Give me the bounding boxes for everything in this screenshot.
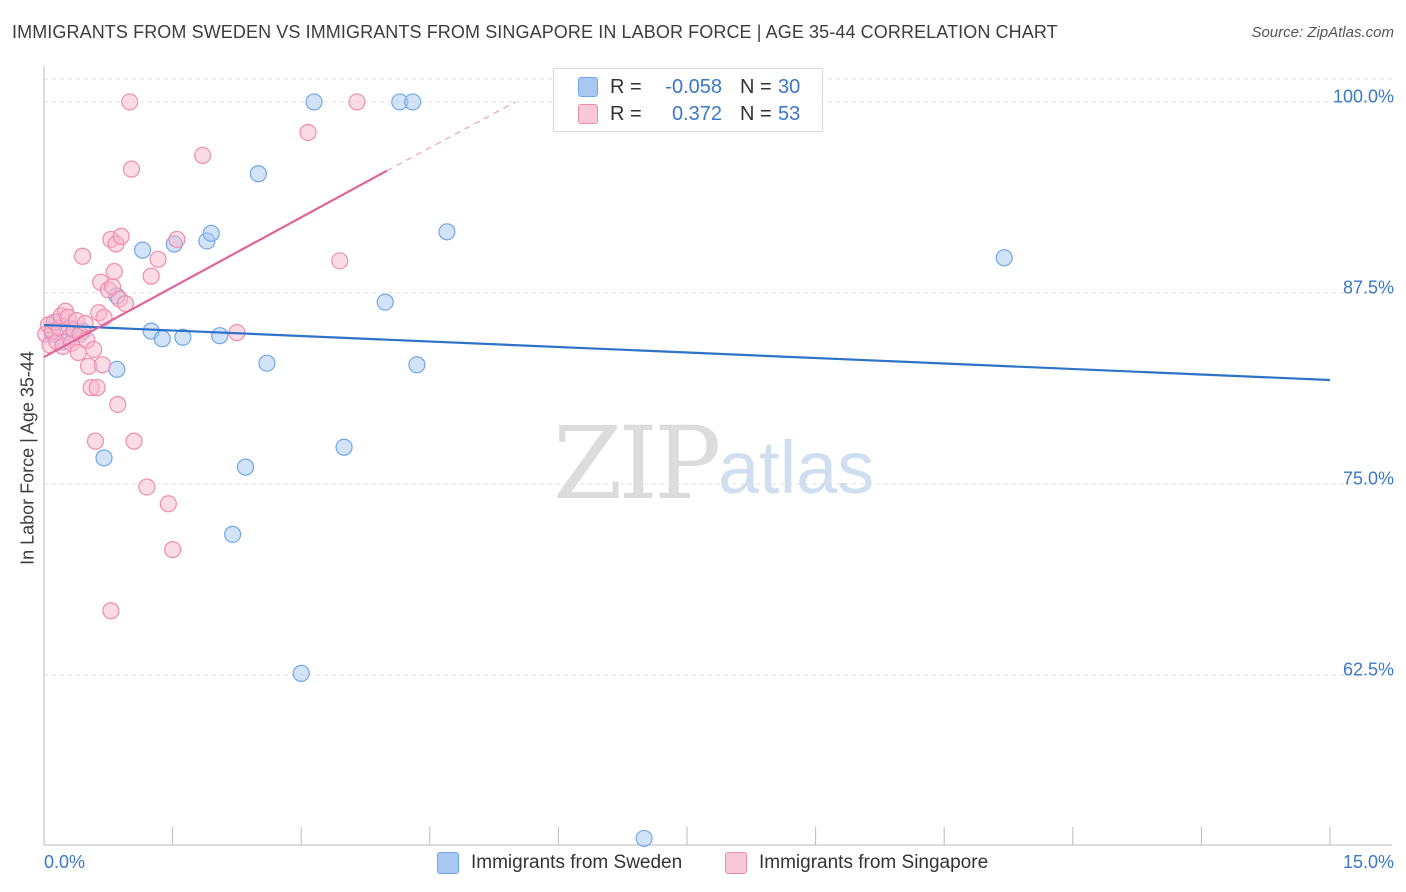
sweden-point-20 (335, 438, 353, 456)
singapore-point-27 (93, 356, 111, 374)
singapore-point-22 (85, 340, 103, 359)
r-value: -0.058 (665, 75, 722, 98)
singapore-point-18 (76, 314, 94, 333)
singapore-point-52 (102, 602, 120, 620)
sweden-point-8 (153, 330, 171, 348)
sweden-point-12 (202, 224, 220, 242)
r-value: 0.372 (671, 102, 722, 125)
y-tick-label-0: 62.5% (1342, 659, 1394, 680)
chart-title: IMMIGRANTS FROM SWEDEN VS IMMIGRANTS FRO… (12, 22, 1058, 42)
legend-swatch-sweden (437, 852, 459, 874)
sweden-point-18 (292, 664, 310, 682)
sweden-point-3 (95, 449, 113, 467)
legend-label-singapore: Immigrants from Singapore (759, 852, 989, 873)
stats-box: R = -0.058 N = 30 R = 0.372 N = 53 (553, 68, 823, 132)
singapore-point-23 (86, 432, 105, 450)
singapore-trend-line (43, 169, 388, 359)
sweden-swatch (578, 77, 598, 97)
sweden-point-17 (258, 354, 276, 372)
singapore-point-36 (112, 227, 130, 245)
singapore-point-47 (194, 146, 212, 164)
singapore-point-41 (138, 478, 156, 496)
singapore-point-46 (168, 230, 186, 249)
sweden-point-15 (236, 458, 255, 476)
watermark-atlas: atlas (718, 426, 875, 509)
sweden-trend-line (43, 323, 1331, 382)
r-label: R = (610, 75, 642, 98)
singapore-point-50 (331, 252, 349, 270)
watermark-zip: ZIP (553, 405, 721, 522)
singapore-point-38 (121, 93, 139, 111)
singapore-point-49 (299, 123, 317, 142)
x-tick-label-max: 15.0% (1342, 852, 1394, 872)
singapore-point-24 (88, 379, 106, 397)
sweden-point-14 (224, 525, 242, 543)
n-label: N = (740, 75, 772, 98)
singapore-point-28 (95, 308, 113, 326)
sweden-point-24 (408, 356, 426, 374)
sweden-point-25 (438, 223, 456, 241)
sweden-point-23 (404, 93, 422, 111)
x-tick-label-min: 0.0% (44, 852, 86, 872)
stats-row-singapore: R = 0.372 N = 53 (554, 101, 800, 127)
sweden-point-16 (249, 165, 267, 183)
singapore-swatch (578, 104, 598, 124)
sweden-point-13 (211, 327, 229, 345)
sweden-point-21 (376, 293, 394, 311)
legend-label-sweden: Immigrants from Sweden (471, 852, 683, 873)
singapore-point-51 (348, 93, 366, 111)
legend: Immigrants from Sweden Immigrants from S… (0, 852, 1406, 878)
singapore-trend-line-extension (386, 101, 516, 172)
n-value: 53 (778, 102, 801, 125)
singapore-point-17 (73, 247, 92, 265)
singapore-point-44 (159, 495, 177, 513)
r-label: R = (610, 102, 642, 125)
legend-item-sweden[interactable]: Immigrants from Sweden (437, 852, 682, 874)
sweden-point-26 (635, 829, 653, 848)
n-value: 30 (778, 75, 801, 98)
legend-item-singapore[interactable]: Immigrants from Singapore (725, 852, 988, 874)
n-label: N = (740, 102, 772, 125)
singapore-point-43 (149, 250, 167, 268)
singapore-point-39 (122, 160, 141, 178)
y-tick-label-2: 87.5% (1342, 277, 1394, 298)
singapore-point-32 (105, 262, 123, 281)
sweden-point-19 (305, 93, 323, 111)
y-tick-label-3: 100.0% (1332, 86, 1394, 107)
stats-row-sweden: R = -0.058 N = 30 (554, 74, 800, 100)
sweden-point-6 (133, 241, 152, 259)
y-tick-label-1: 75.0% (1342, 468, 1394, 489)
singapore-point-40 (125, 432, 143, 450)
singapore-point-34 (109, 395, 127, 414)
sweden-point-27 (995, 249, 1013, 267)
sweden-point-5 (108, 360, 126, 378)
sweden-point-10 (174, 328, 192, 346)
source-label: Source: ZipAtlas.com (1251, 24, 1394, 41)
legend-swatch-singapore (725, 852, 747, 874)
singapore-point-45 (164, 541, 182, 559)
singapore-point-42 (142, 267, 160, 285)
